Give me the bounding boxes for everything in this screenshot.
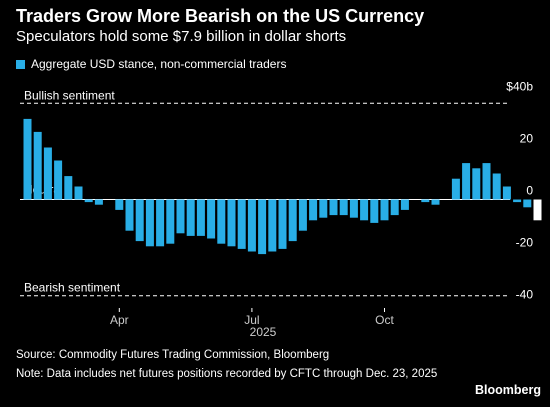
- bar: [502, 186, 511, 200]
- bar: [523, 199, 532, 208]
- bar: [482, 163, 491, 200]
- bar: [43, 147, 52, 200]
- y-tick-label: 0: [526, 184, 533, 198]
- x-tick-label: Jul: [244, 313, 259, 327]
- reference-label: Bullish sentiment: [24, 88, 115, 102]
- bar: [33, 131, 42, 200]
- x-axis-ticks: Apr Jul Oct: [110, 308, 394, 327]
- bar: [54, 160, 63, 200]
- bar: [319, 199, 328, 218]
- bar: [309, 199, 318, 221]
- y-tick-label: $40b: [506, 80, 533, 94]
- bar: [196, 199, 205, 236]
- bar: [207, 199, 216, 239]
- bar: [258, 199, 267, 255]
- bar: [339, 199, 348, 216]
- bar: [115, 199, 124, 210]
- bar: [360, 199, 369, 221]
- bar: [278, 199, 287, 249]
- bar: [217, 199, 226, 244]
- bar: [298, 199, 307, 231]
- bar: [84, 199, 93, 203]
- bar: [94, 199, 103, 205]
- bar: [349, 199, 358, 218]
- x-axis-label: 2025: [250, 325, 277, 339]
- bar: [431, 199, 440, 205]
- bar: [156, 199, 165, 247]
- legend-swatch: [16, 59, 25, 69]
- bar: [247, 199, 256, 252]
- legend: Aggregate USD stance, non-commercial tra…: [16, 57, 286, 71]
- bar: [23, 118, 32, 200]
- bar: [176, 199, 185, 234]
- bar: [186, 199, 195, 236]
- x-tick-label: Oct: [375, 313, 394, 327]
- bar: [227, 199, 236, 247]
- bar: [492, 173, 501, 200]
- bar: [74, 186, 83, 200]
- chart-subtitle: Speculators hold some $7.9 billion in do…: [16, 28, 347, 45]
- chart-title: Traders Grow More Bearish on the US Curr…: [16, 6, 425, 26]
- bar: [513, 199, 522, 203]
- bar: [400, 199, 409, 210]
- bar: [370, 199, 379, 223]
- reference-lines: Bullish sentiment Neutral Bearish sentimen…: [20, 88, 510, 297]
- bar: [329, 199, 338, 216]
- note-text: Note: Data includes net futures position…: [16, 368, 438, 380]
- x-tick-label: Apr: [110, 313, 129, 327]
- y-tick-label: 20: [520, 132, 534, 146]
- bar: [125, 199, 134, 231]
- bar: [135, 199, 144, 242]
- bar: [533, 199, 542, 221]
- bar: [472, 168, 481, 200]
- legend-label: Aggregate USD stance, non-commercial tra…: [31, 57, 287, 71]
- bar: [268, 199, 277, 252]
- bar: [451, 178, 460, 200]
- reference-label: Neutral: [24, 183, 63, 197]
- bar: [145, 199, 154, 247]
- source-text: Source: Commodity Futures Trading Commis…: [16, 349, 330, 361]
- y-tick-label: -20: [516, 236, 534, 250]
- bar: [237, 199, 246, 249]
- bloomberg-logo: Bloomberg: [475, 383, 541, 397]
- bar: [421, 199, 430, 203]
- bars: [23, 118, 542, 255]
- bar: [64, 176, 73, 200]
- bar: [462, 163, 471, 200]
- y-axis-ticks: $40b 20 0 -20 -40: [506, 80, 533, 302]
- reference-label: Bearish sentiment: [24, 281, 121, 295]
- bar: [380, 199, 389, 221]
- bar: [288, 199, 297, 242]
- bar: [390, 199, 399, 216]
- y-tick-label: -40: [516, 288, 534, 302]
- bar: [166, 199, 175, 244]
